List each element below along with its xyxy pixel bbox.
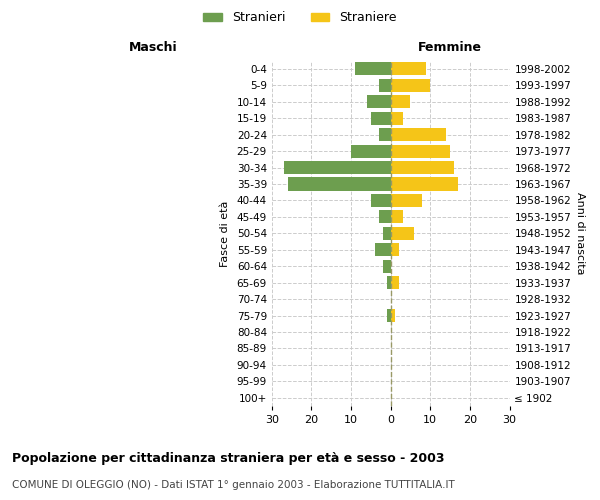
Bar xyxy=(391,276,398,289)
Text: Femmine: Femmine xyxy=(418,41,482,54)
Bar xyxy=(391,161,454,174)
Bar xyxy=(287,178,391,190)
Bar xyxy=(284,161,391,174)
Bar xyxy=(367,95,391,108)
Bar xyxy=(386,276,391,289)
Legend: Stranieri, Straniere: Stranieri, Straniere xyxy=(198,6,402,29)
Bar xyxy=(375,243,391,256)
Bar xyxy=(371,112,391,125)
Text: COMUNE DI OLEGGIO (NO) - Dati ISTAT 1° gennaio 2003 - Elaborazione TUTTITALIA.IT: COMUNE DI OLEGGIO (NO) - Dati ISTAT 1° g… xyxy=(12,480,455,490)
Text: Popolazione per cittadinanza straniera per età e sesso - 2003: Popolazione per cittadinanza straniera p… xyxy=(12,452,445,465)
Bar xyxy=(391,128,446,141)
Bar xyxy=(391,210,403,224)
Text: Maschi: Maschi xyxy=(128,41,177,54)
Bar xyxy=(383,260,391,273)
Bar xyxy=(371,194,391,207)
Bar xyxy=(391,62,427,76)
Bar xyxy=(379,210,391,224)
Bar xyxy=(391,243,398,256)
Bar xyxy=(391,95,410,108)
Bar xyxy=(383,227,391,240)
Bar xyxy=(379,79,391,92)
Bar xyxy=(391,144,450,158)
Bar xyxy=(391,112,403,125)
Bar xyxy=(386,309,391,322)
Bar xyxy=(391,309,395,322)
Bar xyxy=(391,227,415,240)
Bar xyxy=(391,79,430,92)
Y-axis label: Anni di nascita: Anni di nascita xyxy=(575,192,585,274)
Bar xyxy=(391,194,422,207)
Bar xyxy=(355,62,391,76)
Bar xyxy=(391,178,458,190)
Bar xyxy=(351,144,391,158)
Bar xyxy=(379,128,391,141)
Y-axis label: Fasce di età: Fasce di età xyxy=(220,200,230,266)
